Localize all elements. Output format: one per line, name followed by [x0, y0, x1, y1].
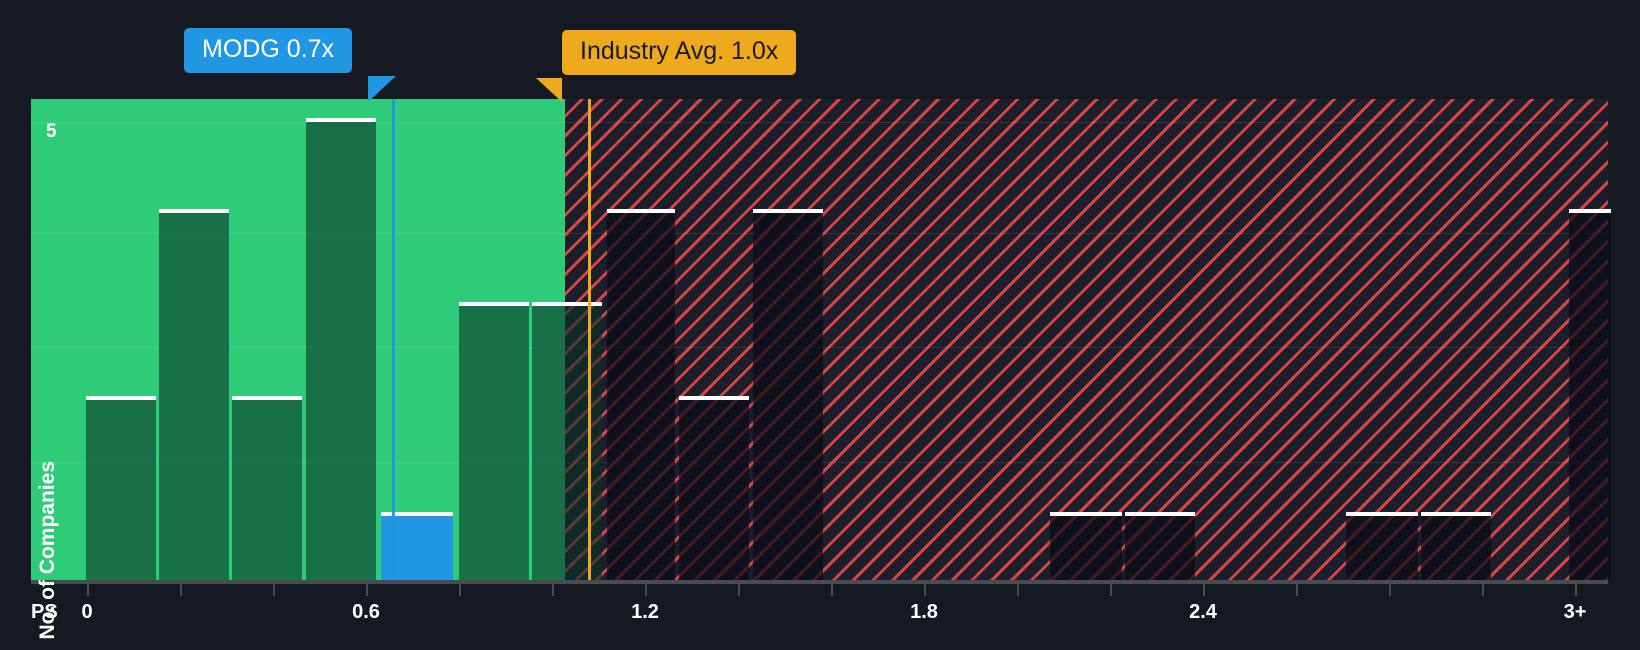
bar-9[interactable]: [753, 209, 823, 580]
bar-13[interactable]: [1421, 512, 1491, 580]
bar-0[interactable]: [86, 396, 156, 580]
x-axis-title: PS: [31, 601, 58, 623]
x-tick-6: [645, 584, 647, 596]
industry-average-marker-line: [588, 99, 591, 580]
x-tick-15: [1482, 584, 1484, 596]
x-tick-label-1.8: 1.8: [910, 601, 938, 623]
modg-callout[interactable]: MODG 0.7x: [184, 28, 352, 73]
bar-12[interactable]: [1346, 512, 1418, 580]
bar-7[interactable]: [607, 209, 675, 580]
bar-10[interactable]: [1050, 512, 1122, 580]
x-tick-8: [831, 584, 833, 596]
bar-2[interactable]: [232, 396, 302, 580]
x-tick-1: [180, 584, 182, 596]
x-tick-10: [1017, 584, 1019, 596]
x-tick-11: [1110, 584, 1112, 596]
bar-14[interactable]: [1569, 209, 1611, 580]
x-tick-12: [1203, 584, 1205, 596]
x-tick-4: [459, 584, 461, 596]
zone-overvalued: [565, 99, 1608, 580]
industry-average-callout[interactable]: Industry Avg. 1.0x: [562, 30, 797, 75]
industry-average-callout-tail: [536, 78, 562, 102]
x-tick-7: [738, 584, 740, 596]
x-tick-16: [1575, 584, 1577, 596]
y-tick-label-5: 5: [46, 121, 57, 142]
x-tick-5: [552, 584, 554, 596]
modg-callout-tail: [368, 76, 396, 102]
x-axis: [31, 580, 1608, 584]
bar-5[interactable]: [459, 302, 529, 580]
x-tick-3: [366, 584, 368, 596]
x-tick-label-0.6: 0.6: [352, 601, 380, 623]
modg-marker-line: [392, 99, 395, 580]
x-tick-9: [924, 584, 926, 596]
x-tick-0: [87, 584, 89, 596]
x-tick-label-3+: 3+: [1563, 601, 1587, 623]
bar-1[interactable]: [159, 209, 229, 580]
x-tick-label-1.2: 1.2: [631, 601, 659, 623]
x-tick-label-0: 0: [81, 601, 93, 623]
x-tick-13: [1296, 584, 1298, 596]
x-tick-label-2.4: 2.4: [1189, 601, 1217, 623]
bar-8[interactable]: [679, 396, 749, 580]
bar-11[interactable]: [1125, 512, 1195, 580]
plot-area: [31, 99, 1611, 580]
x-tick-14: [1389, 584, 1391, 596]
x-tick-2: [273, 584, 275, 596]
bar-6[interactable]: [532, 302, 602, 580]
bar-3[interactable]: [306, 118, 376, 580]
